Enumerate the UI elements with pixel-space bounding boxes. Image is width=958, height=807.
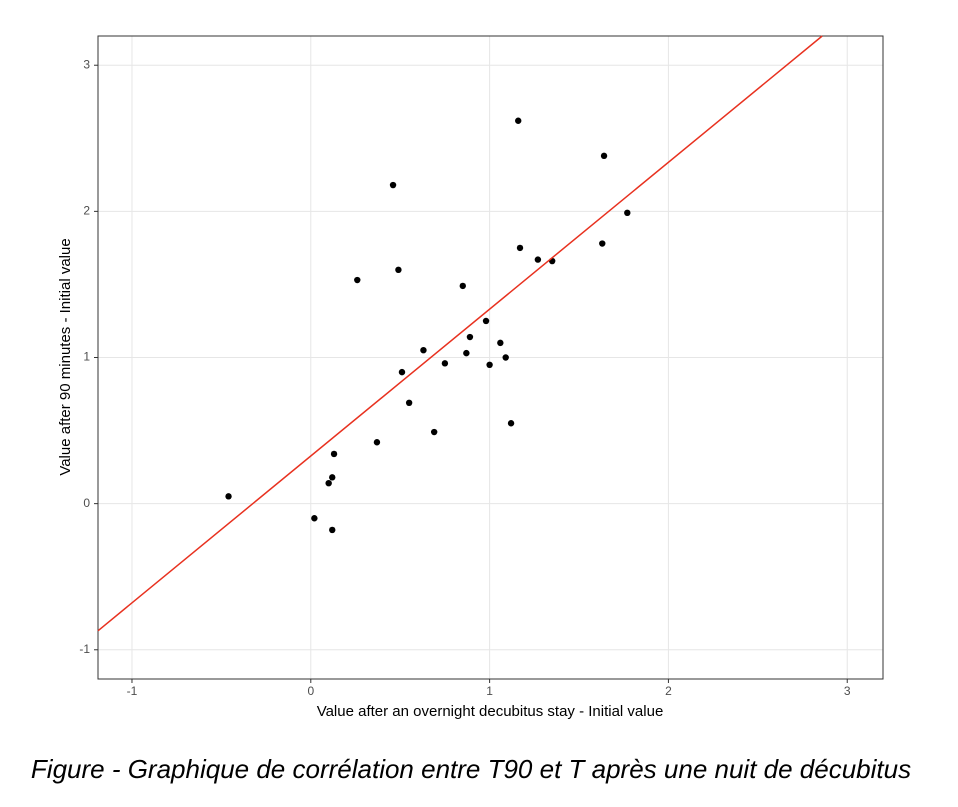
- point: [389, 181, 397, 189]
- point: [515, 117, 522, 124]
- point: [507, 420, 515, 427]
- point: [441, 360, 449, 367]
- point: [354, 276, 361, 284]
- point: [373, 439, 381, 446]
- point: [459, 282, 466, 290]
- x-tick-label: 1: [486, 684, 493, 698]
- point: [534, 256, 542, 263]
- point: [463, 349, 470, 357]
- point: [395, 266, 402, 274]
- point: [329, 474, 336, 481]
- y-tick-label: -1: [79, 642, 90, 656]
- x-tick-label: 2: [665, 684, 672, 698]
- x-tick-label: -1: [127, 684, 138, 698]
- point: [600, 152, 608, 160]
- point: [599, 240, 606, 247]
- x-tick-label: 3: [844, 684, 851, 698]
- x-axis-title: Value after an overnight decubitus stay …: [317, 703, 664, 720]
- point: [516, 244, 524, 252]
- y-tick-label: 3: [83, 57, 90, 71]
- y-tick-label: 0: [83, 496, 90, 510]
- point: [420, 346, 427, 354]
- y-tick-label: 1: [83, 350, 90, 364]
- y-tick-label: 2: [83, 204, 90, 218]
- point: [466, 333, 474, 341]
- point: [405, 399, 413, 407]
- point: [325, 479, 332, 487]
- y-axis-title: Value after 90 minutes - Initial value: [57, 238, 74, 475]
- point: [482, 317, 490, 325]
- point: [398, 368, 406, 376]
- regression-line: [98, 36, 822, 631]
- x-tick-label: 0: [307, 684, 314, 698]
- figure-caption: Figure - Graphique de corrélation entre …: [31, 754, 911, 784]
- point: [225, 493, 232, 500]
- point: [624, 209, 631, 217]
- point: [502, 354, 509, 361]
- point: [330, 450, 338, 458]
- point: [486, 361, 493, 369]
- grid: [98, 36, 883, 679]
- point: [497, 339, 504, 347]
- point: [430, 428, 438, 436]
- point: [329, 526, 336, 534]
- point: [311, 515, 318, 522]
